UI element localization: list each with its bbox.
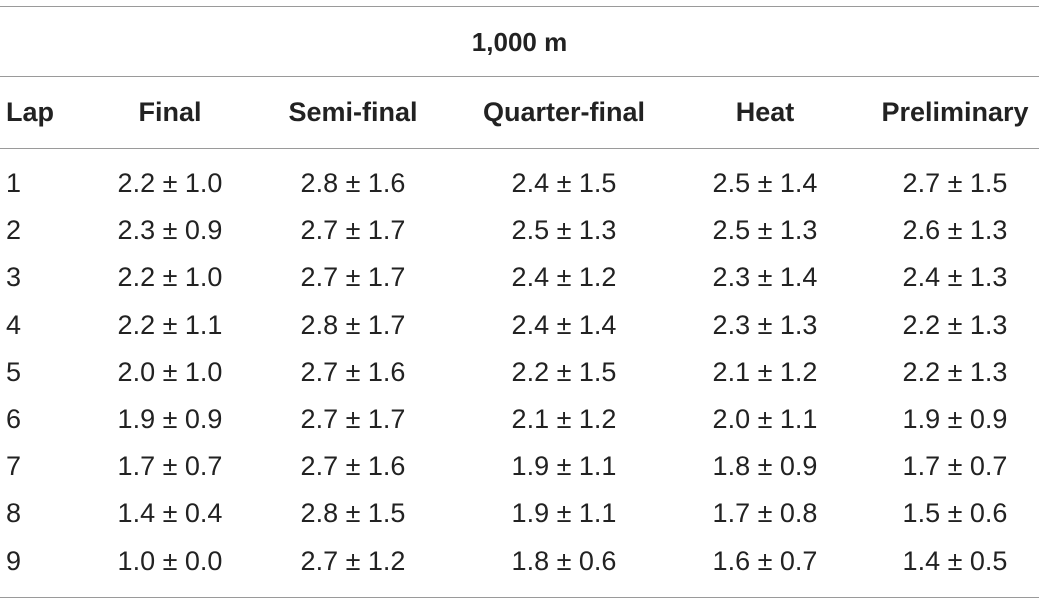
column-header-quarter-final: Quarter-final — [482, 97, 646, 127]
value-cell: 1.9 ± 0.9 — [117, 404, 223, 434]
table-row: 8 1.4 ± 0.4 2.8 ± 1.5 1.9 ± 1.1 1.7 ± 0.8 1.5… — [0, 496, 1039, 530]
value-cell: 2.7 ± 1.7 — [300, 404, 406, 434]
value-cell: 2.4 ± 1.2 — [511, 262, 617, 292]
lap-cell: 3 — [6, 262, 22, 292]
value-cell: 2.4 ± 1.5 — [511, 168, 617, 198]
lap-cell: 5 — [6, 357, 22, 387]
lap-cell: 2 — [6, 215, 22, 245]
bottom-rule — [0, 597, 1039, 598]
value-cell: 1.4 ± 0.4 — [117, 498, 223, 528]
lap-cell: 9 — [6, 546, 22, 576]
value-cell: 2.7 ± 1.7 — [300, 215, 406, 245]
value-cell: 2.2 ± 1.0 — [117, 168, 223, 198]
value-cell: 2.6 ± 1.3 — [902, 215, 1008, 245]
value-cell: 2.8 ± 1.6 — [300, 168, 406, 198]
value-cell: 2.2 ± 1.3 — [902, 310, 1008, 340]
value-cell: 2.7 ± 1.6 — [300, 451, 406, 481]
value-cell: 2.7 ± 1.7 — [300, 262, 406, 292]
value-cell: 2.7 ± 1.6 — [300, 357, 406, 387]
value-cell: 2.5 ± 1.3 — [712, 215, 818, 245]
table-row: 4 2.2 ± 1.1 2.8 ± 1.7 2.4 ± 1.4 2.3 ± 1.3 2.2… — [0, 308, 1039, 342]
table-row: 3 2.2 ± 1.0 2.7 ± 1.7 2.4 ± 1.2 2.3 ± 1.4 2.4… — [0, 260, 1039, 294]
value-cell: 1.8 ± 0.9 — [712, 451, 818, 481]
value-cell: 2.2 ± 1.5 — [511, 357, 617, 387]
value-cell: 1.9 ± 1.1 — [511, 451, 617, 481]
value-cell: 2.2 ± 1.0 — [117, 262, 223, 292]
value-cell: 2.2 ± 1.3 — [902, 357, 1008, 387]
value-cell: 2.0 ± 1.1 — [712, 404, 818, 434]
lap-cell: 8 — [6, 498, 22, 528]
column-header-semi-final: Semi-final — [288, 97, 418, 127]
span-header-rule — [0, 76, 1039, 77]
span-header: 1,000 m — [471, 27, 568, 57]
table-row: 7 1.7 ± 0.7 2.7 ± 1.6 1.9 ± 1.1 1.8 ± 0.9 1.7… — [0, 449, 1039, 483]
column-header-final: Final — [138, 97, 202, 127]
value-cell: 1.7 ± 0.7 — [902, 451, 1008, 481]
table-row: 1 2.2 ± 1.0 2.8 ± 1.6 2.4 ± 1.5 2.5 ± 1.4 2.7… — [0, 166, 1039, 200]
top-rule — [0, 6, 1039, 7]
value-cell: 2.1 ± 1.2 — [511, 404, 617, 434]
table-row: 5 2.0 ± 1.0 2.7 ± 1.6 2.2 ± 1.5 2.1 ± 1.2 2.2… — [0, 355, 1039, 389]
value-cell: 1.7 ± 0.7 — [117, 451, 223, 481]
value-cell: 2.8 ± 1.7 — [300, 310, 406, 340]
value-cell: 2.5 ± 1.4 — [712, 168, 818, 198]
value-cell: 2.4 ± 1.4 — [511, 310, 617, 340]
lap-cell: 4 — [6, 310, 22, 340]
table-row: 6 1.9 ± 0.9 2.7 ± 1.7 2.1 ± 1.2 2.0 ± 1.1 1.9… — [0, 402, 1039, 436]
value-cell: 2.5 ± 1.3 — [511, 215, 617, 245]
table-row: 2 2.3 ± 0.9 2.7 ± 1.7 2.5 ± 1.3 2.5 ± 1.3 2.6… — [0, 213, 1039, 247]
value-cell: 2.7 ± 1.2 — [300, 546, 406, 576]
column-header-heat: Heat — [735, 97, 795, 127]
value-cell: 2.1 ± 1.2 — [712, 357, 818, 387]
column-header-preliminary: Preliminary — [881, 97, 1029, 127]
value-cell: 2.3 ± 1.4 — [712, 262, 818, 292]
lap-cell: 7 — [6, 451, 22, 481]
value-cell: 2.3 ± 1.3 — [712, 310, 818, 340]
value-cell: 1.4 ± 0.5 — [902, 546, 1008, 576]
lap-cell: 6 — [6, 404, 22, 434]
value-cell: 2.3 ± 0.9 — [117, 215, 223, 245]
value-cell: 1.8 ± 0.6 — [511, 546, 617, 576]
value-cell: 2.7 ± 1.5 — [902, 168, 1008, 198]
header-rule — [0, 148, 1039, 149]
value-cell: 1.0 ± 0.0 — [117, 546, 223, 576]
column-header-lap: Lap — [6, 97, 55, 127]
value-cell: 2.4 ± 1.3 — [902, 262, 1008, 292]
value-cell: 2.0 ± 1.0 — [117, 357, 223, 387]
value-cell: 1.6 ± 0.7 — [712, 546, 818, 576]
header-row: Lap Final Semi-final Quarter-final Heat … — [0, 95, 1039, 129]
value-cell: 2.2 ± 1.1 — [117, 310, 223, 340]
lap-cell: 1 — [6, 168, 22, 198]
value-cell: 1.9 ± 0.9 — [902, 404, 1008, 434]
value-cell: 1.7 ± 0.8 — [712, 498, 818, 528]
value-cell: 1.9 ± 1.1 — [511, 498, 617, 528]
table-row: 9 1.0 ± 0.0 2.7 ± 1.2 1.8 ± 0.6 1.6 ± 0.7 1.4… — [0, 544, 1039, 578]
value-cell: 2.8 ± 1.5 — [300, 498, 406, 528]
value-cell: 1.5 ± 0.6 — [902, 498, 1008, 528]
